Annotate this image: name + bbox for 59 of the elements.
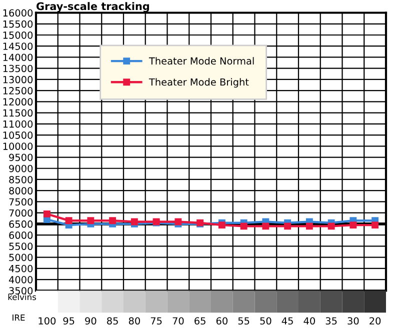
point <box>43 210 50 218</box>
y-tick-label: 3500 <box>9 287 33 294</box>
x-tick-label: 65 <box>194 317 206 325</box>
y-tick-label: 16000 <box>3 9 33 17</box>
point <box>262 222 270 230</box>
y-tick-label: 13500 <box>3 64 33 72</box>
point <box>87 217 94 224</box>
point <box>328 222 335 230</box>
point <box>284 222 292 230</box>
y-tick-label: 12000 <box>3 98 33 106</box>
y-tick-label: 13000 <box>3 76 33 84</box>
y-tick-label: 9000 <box>9 164 33 172</box>
y-tick-label: 15500 <box>3 20 33 28</box>
x-tick-label: 35 <box>326 317 337 325</box>
point <box>306 222 313 230</box>
x-tick-label: 100 <box>38 317 56 325</box>
point <box>350 222 357 229</box>
x-tick-label: 80 <box>128 317 140 325</box>
y-tick-label: 5000 <box>9 254 33 262</box>
x-axis-title: IRE <box>12 314 25 321</box>
x-tick-label: 95 <box>63 317 74 325</box>
y-tick-label: 4500 <box>8 264 33 272</box>
x-tick-label: 55 <box>238 317 250 325</box>
y-tick-label: 7500 <box>9 198 33 206</box>
chart-title: Gray-scale tracking <box>36 2 149 12</box>
x-tick-label: 85 <box>107 317 118 325</box>
y-tick-label: 9500 <box>9 154 33 162</box>
y-tick-label: 12500 <box>3 87 33 94</box>
y-tick-label: 6500 <box>9 220 33 228</box>
y-tick-label: 11500 <box>3 109 33 117</box>
legend-label: Theater Mode Bright <box>148 78 249 88</box>
point <box>218 222 226 229</box>
x-tick-label: 75 <box>150 317 162 325</box>
y-tick-label: 6000 <box>9 232 33 239</box>
point <box>65 217 72 224</box>
y-tick-label: 14000 <box>3 54 33 62</box>
y-tick-label: 11000 <box>3 120 33 128</box>
y-tick-label: 5500 <box>9 242 33 250</box>
y-tick-label: 8500 <box>9 176 33 184</box>
y-tick-label: 14500 <box>3 42 33 50</box>
x-tick-label: 50 <box>260 317 272 325</box>
x-tick-label: 70 <box>172 317 184 325</box>
point <box>109 217 116 224</box>
x-tick-label: 45 <box>282 317 293 325</box>
y-axis-title: kelvins <box>8 294 36 300</box>
y-tick-label: 10000 <box>3 142 33 150</box>
point <box>372 222 379 229</box>
y-tick-label: 8000 <box>9 187 33 194</box>
y-tick-label: 15000 <box>3 31 33 39</box>
x-tick-label: 90 <box>85 317 96 325</box>
y-tick-label: 10500 <box>3 132 33 139</box>
point <box>240 222 248 230</box>
x-tick-label: 40 <box>304 317 315 325</box>
y-tick-label: 7000 <box>9 209 33 217</box>
x-tick-label: 20 <box>370 317 381 325</box>
legend-label: Theater Mode Normal <box>148 57 254 65</box>
x-tick-label: 30 <box>348 317 359 325</box>
x-tick-label: 60 <box>216 317 228 325</box>
y-tick-label: 4000 <box>8 276 33 284</box>
